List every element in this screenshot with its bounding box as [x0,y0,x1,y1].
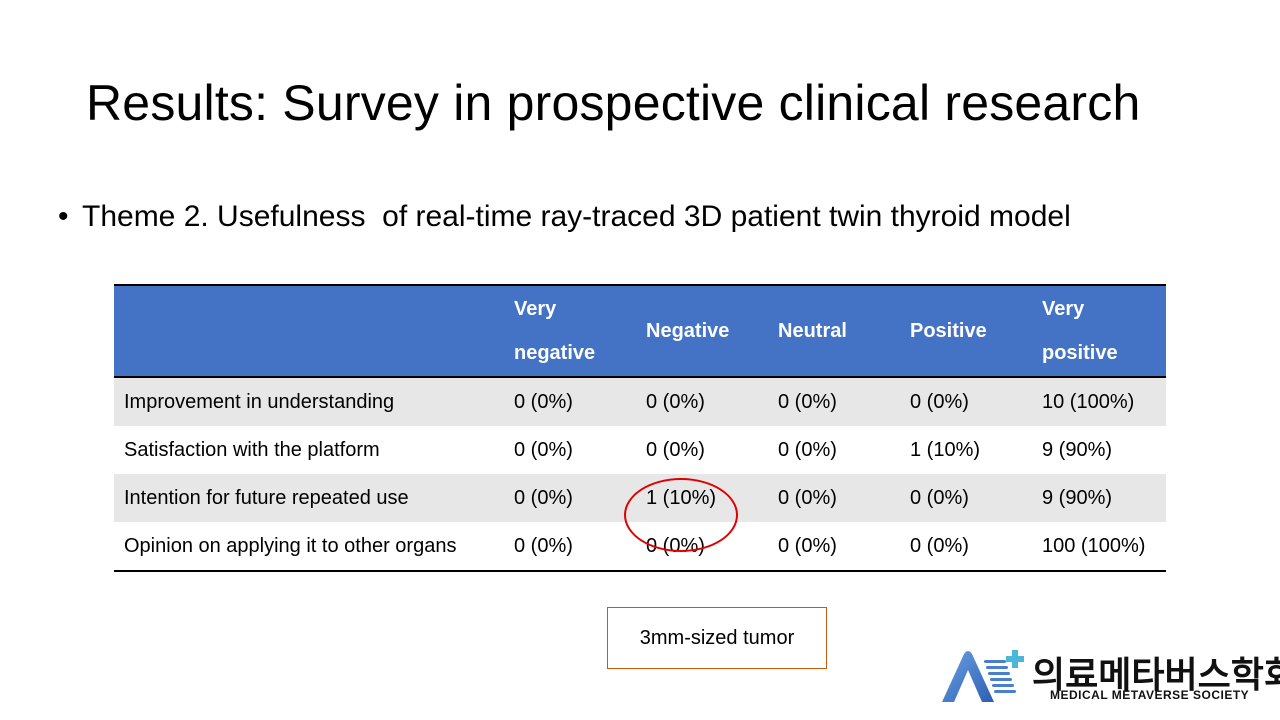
cell-positive: 0 (0%) [910,486,969,509]
bullet-theme: • Theme 2. Usefulness of real-time ray-tr… [58,200,1071,234]
row-label: Improvement in understanding [124,390,395,413]
cell-neutral: 0 (0%) [778,534,837,557]
table-header-row: Very negative Negative Neutral Positive … [114,285,1166,377]
cell-very-positive: 100 (100%) [1042,534,1146,557]
header-neutral: Neutral [778,320,847,342]
row-label: Opinion on applying it to other organs [124,534,457,557]
tumor-note-box: 3mm-sized tumor [607,607,827,669]
header-very-positive: Very positive [1032,285,1166,377]
header-very-negative-line2: negative [514,342,596,364]
cell-very-negative: 0 (0%) [514,534,573,557]
row-label: Satisfaction with the platform [124,438,380,461]
table-row: Opinion on applying it to other organs 0… [114,522,1166,571]
bullet-icon: • [58,200,69,233]
cell-positive: 0 (0%) [910,390,969,413]
header-very-positive-line1: Very [1042,298,1085,320]
cell-neutral: 0 (0%) [778,486,837,509]
header-very-negative-line1: Very [514,298,557,320]
society-logo: 의료메타버스학회 MEDICAL METAVERSE SOCIETY [938,646,1280,708]
cell-neutral: 0 (0%) [778,438,837,461]
bullet-text: Theme 2. Usefulness of real-time ray-tra… [82,200,1071,233]
slide-title: Results: Survey in prospective clinical … [86,75,1141,131]
highlight-circle [624,478,738,552]
header-very-positive-line2: positive [1042,342,1118,364]
cell-very-negative: 0 (0%) [514,486,573,509]
cell-very-positive: 9 (90%) [1042,486,1113,509]
cell-very-negative: 0 (0%) [514,438,573,461]
header-very-negative: Very negative [504,285,636,377]
header-empty [114,285,504,377]
cell-positive: 0 (0%) [910,534,969,557]
table-row: Satisfaction with the platform 0 (0%) 0 … [114,426,1166,474]
metaverse-logo-icon [942,650,1024,702]
header-positive: Positive [910,320,987,342]
survey-table: Very negative Negative Neutral Positive … [114,284,1166,572]
cell-very-positive: 10 (100%) [1042,390,1135,413]
cell-positive: 1 (10%) [910,438,981,461]
cell-very-negative: 0 (0%) [514,390,573,413]
header-negative: Negative [646,320,730,342]
cell-negative: 0 (0%) [646,438,705,461]
tumor-note-text: 3mm-sized tumor [639,626,795,649]
logo-name-english: MEDICAL METAVERSE SOCIETY [1050,688,1250,702]
table-row: Improvement in understanding 0 (0%) 0 (0… [114,377,1166,426]
logo-name-korean: 의료메타버스학회 [1032,654,1280,695]
cell-very-positive: 9 (90%) [1042,438,1113,461]
cell-neutral: 0 (0%) [778,390,837,413]
cell-negative: 0 (0%) [646,390,705,413]
row-label: Intention for future repeated use [124,486,409,509]
